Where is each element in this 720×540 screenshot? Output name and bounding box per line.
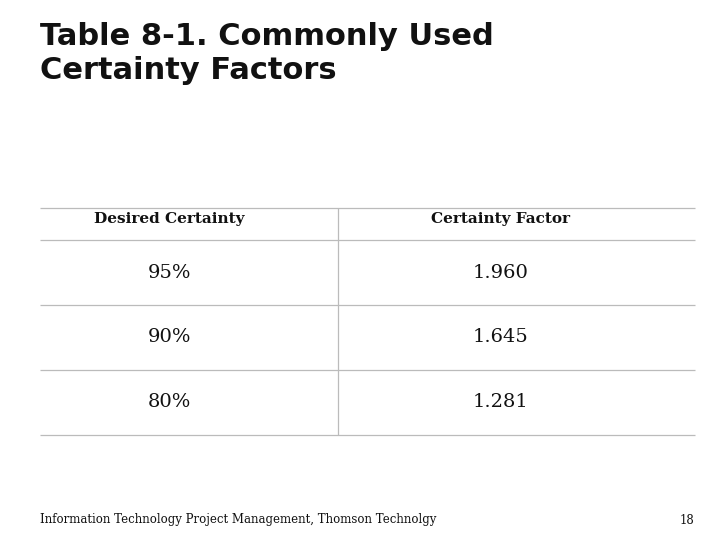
Text: Table 8-1. Commonly Used
Certainty Factors: Table 8-1. Commonly Used Certainty Facto… [40,22,493,85]
Text: 95%: 95% [148,264,191,282]
Text: Desired Certainty: Desired Certainty [94,212,245,226]
Text: Information Technology Project Management, Thomson Technolgy: Information Technology Project Managemen… [40,514,436,526]
Text: Certainty Factor: Certainty Factor [431,212,570,226]
Text: 1.281: 1.281 [472,393,528,411]
Text: 1.645: 1.645 [472,328,528,347]
Text: 80%: 80% [148,393,191,411]
Text: 1.960: 1.960 [472,264,528,282]
Text: 18: 18 [680,514,695,526]
Text: 90%: 90% [148,328,191,347]
